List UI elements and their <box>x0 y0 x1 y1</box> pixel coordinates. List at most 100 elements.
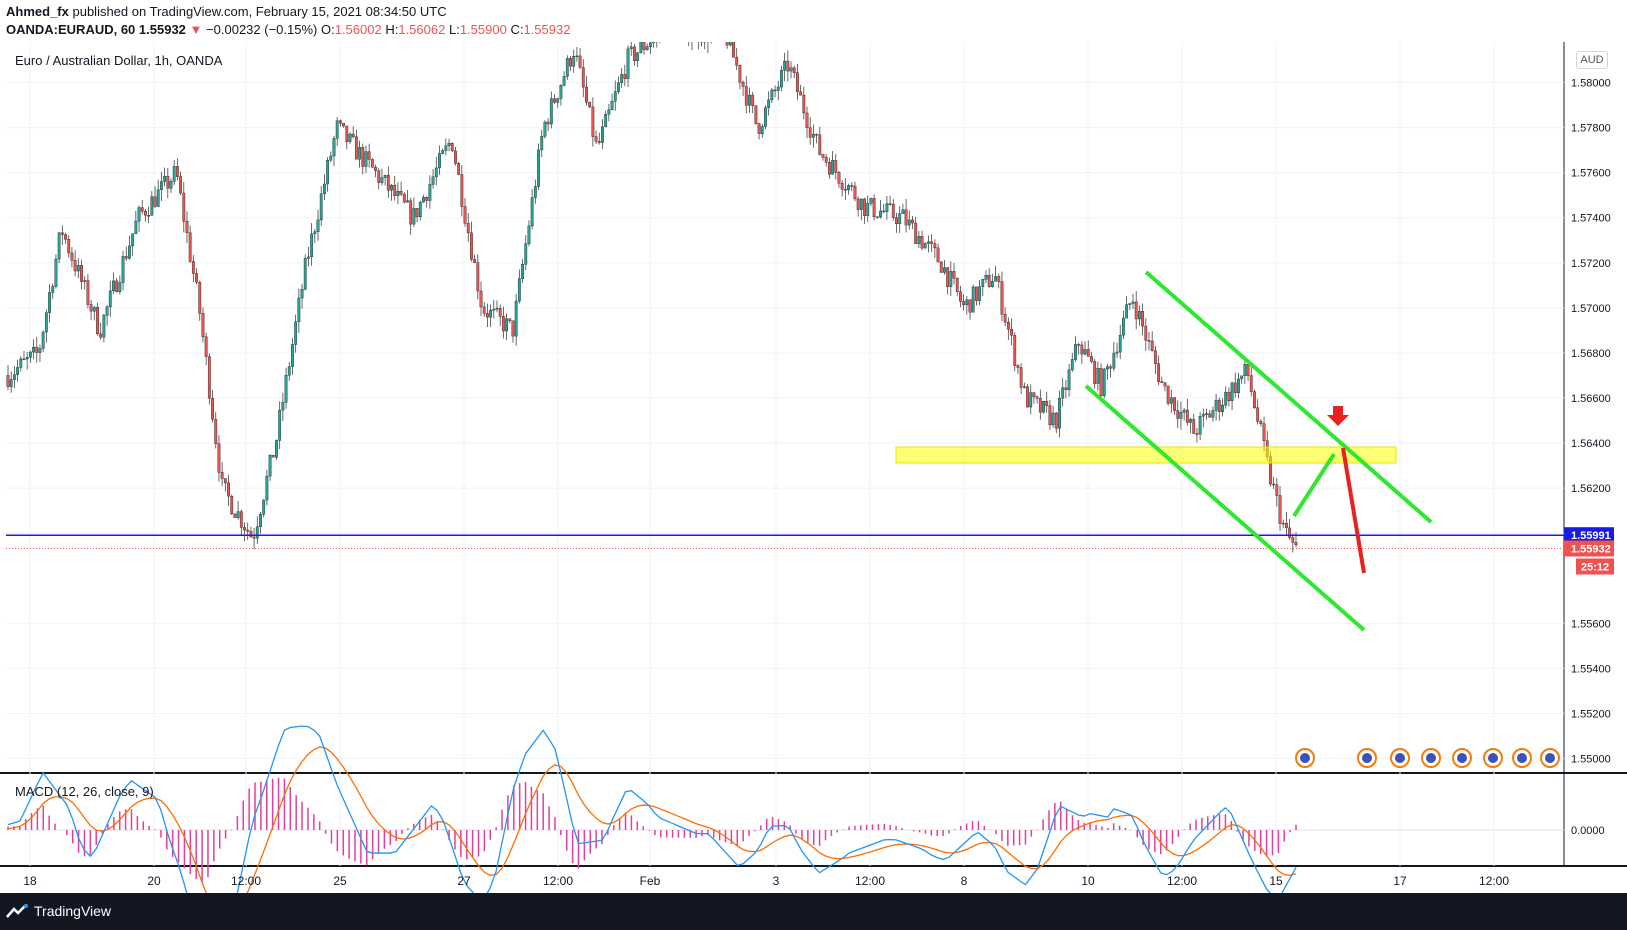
candle-body <box>1003 313 1007 323</box>
low-label: L: <box>448 22 460 37</box>
candle <box>179 171 182 196</box>
candle <box>444 138 448 156</box>
price-chart[interactable]: 1.58000 1.57800 1.57600 1.57400 1.57200 1.570… <box>0 40 1627 893</box>
candle <box>6 365 10 390</box>
candle <box>482 301 486 317</box>
candle <box>1208 410 1212 418</box>
candle <box>869 197 873 207</box>
candle <box>732 40 735 58</box>
candle <box>268 454 272 481</box>
candle-body <box>597 141 601 143</box>
candle <box>348 132 352 144</box>
candle <box>990 273 994 288</box>
candle <box>354 129 358 160</box>
candle-body <box>489 309 493 318</box>
candle <box>271 454 275 458</box>
candle-body <box>1131 301 1135 304</box>
candle-body <box>297 297 301 323</box>
candle-body <box>1233 382 1237 394</box>
candle <box>35 336 39 363</box>
candle <box>1122 310 1125 339</box>
x-tick-label: 25 <box>333 874 347 888</box>
candle-body <box>1137 311 1141 320</box>
currency-badge[interactable]: AUD <box>1576 51 1608 69</box>
candle-body <box>60 232 64 235</box>
candle <box>252 527 256 550</box>
candle-body <box>354 136 358 160</box>
candle <box>1224 386 1228 409</box>
candle <box>438 145 441 175</box>
candle-body <box>428 184 432 201</box>
candle-body <box>291 344 294 367</box>
candle-body <box>943 267 946 273</box>
candle-body <box>102 315 106 338</box>
price-axis[interactable]: 1.58000 1.57800 1.57600 1.57400 1.57200 1.570… <box>1564 78 1614 837</box>
candle <box>1189 417 1192 434</box>
candle <box>872 194 876 221</box>
candle-body <box>882 210 886 213</box>
candle-body <box>313 231 317 235</box>
candle <box>188 225 192 263</box>
candle-body <box>1281 522 1285 525</box>
candle <box>329 151 333 163</box>
candle <box>278 401 282 450</box>
candle <box>802 86 806 120</box>
candle-body <box>425 197 429 201</box>
candle <box>99 322 103 340</box>
candle <box>156 179 160 207</box>
candle-body <box>412 208 416 225</box>
candle <box>220 462 224 487</box>
candle <box>1278 486 1282 531</box>
candle <box>431 168 435 189</box>
candle-body <box>754 105 758 124</box>
time-axis[interactable]: 18 20 12:00 25 27 12:00 Feb 3 12:00 8 10 12:00 15 17 1… <box>23 874 1509 888</box>
candle-body <box>153 196 157 207</box>
candle <box>1285 511 1288 535</box>
candle <box>933 239 937 259</box>
green-up-arrow <box>1292 452 1336 518</box>
candle <box>121 250 125 291</box>
candle-body <box>1237 378 1240 394</box>
candle-body <box>217 443 221 473</box>
published-text: published on TradingView.com, February 1… <box>72 4 447 19</box>
x-tick-label: Feb <box>640 874 661 888</box>
macd-line <box>7 725 1297 893</box>
candle-body <box>386 175 390 191</box>
candle-body <box>1147 340 1151 342</box>
candle <box>307 246 310 267</box>
candle-body <box>1227 391 1231 402</box>
candle-body <box>1217 399 1221 412</box>
candle-body <box>25 356 29 360</box>
candle-body <box>227 482 230 497</box>
candle <box>866 195 870 223</box>
candle <box>409 197 413 235</box>
candle-body <box>1176 410 1180 419</box>
candle-body <box>1048 405 1052 426</box>
candle-body <box>1093 361 1097 384</box>
candle-body <box>1022 386 1026 388</box>
candle <box>227 474 230 507</box>
candle-body <box>239 511 243 528</box>
candle <box>738 64 742 90</box>
author-name[interactable]: Ahmed_fx <box>6 4 69 19</box>
candle <box>1067 364 1071 398</box>
candle-body <box>1205 413 1208 415</box>
candle <box>1131 293 1135 310</box>
candle <box>383 174 387 186</box>
economic-events <box>1295 748 1560 768</box>
candle <box>284 367 288 409</box>
candle-body <box>968 299 972 313</box>
candle-body <box>974 286 978 301</box>
candle <box>939 260 943 273</box>
candle-body <box>64 234 67 240</box>
candle-body <box>16 367 19 375</box>
candle-body <box>546 121 550 125</box>
candle <box>601 119 604 150</box>
candle <box>316 209 320 241</box>
candle-body <box>278 409 282 441</box>
candle <box>1077 342 1081 355</box>
candle <box>1118 324 1122 360</box>
candle-body <box>796 72 799 93</box>
brand-name[interactable]: TradingView <box>34 903 112 919</box>
candle-body <box>44 312 48 333</box>
